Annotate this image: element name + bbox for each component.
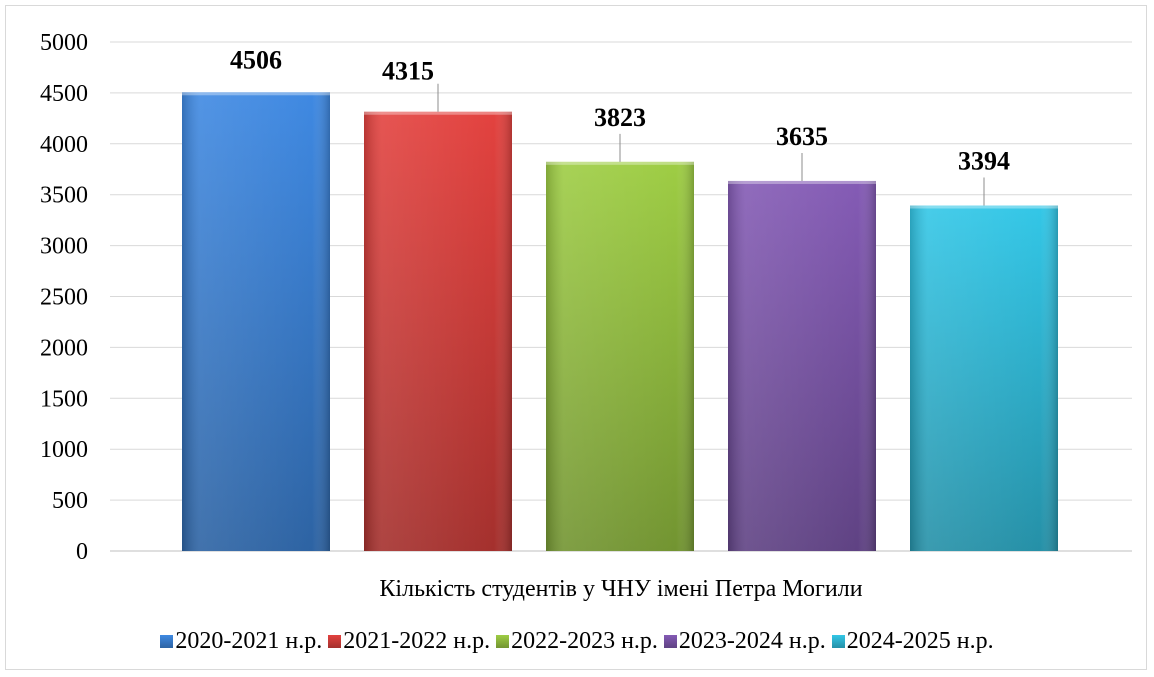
legend-item: 2020-2021 н.р. xyxy=(160,628,322,655)
legend-label: 2023-2024 н.р. xyxy=(678,628,826,654)
y-tick-label: 3500 xyxy=(40,183,88,209)
bar-shading xyxy=(728,180,876,551)
y-tick-label: 2000 xyxy=(40,335,88,361)
legend-swatch xyxy=(328,635,342,648)
bar-shading xyxy=(546,161,694,551)
chart-frame xyxy=(5,5,1147,670)
bar-top-highlight xyxy=(546,161,694,165)
bar-top-highlight xyxy=(364,111,512,115)
legend-item: 2024-2025 н.р. xyxy=(831,628,994,655)
bar-shading xyxy=(182,92,330,552)
y-tick-label: 0 xyxy=(76,539,88,565)
legend: 2020-2021 н.р. 2021-2022 н.р. 2022-2023 н.… xyxy=(0,628,1154,655)
legend-item: 2023-2024 н.р. xyxy=(663,628,826,655)
data-label: 3394 xyxy=(958,146,1010,175)
legend-label: 2022-2023 н.р. xyxy=(511,628,658,654)
bar-top-highlight xyxy=(728,180,876,184)
legend-swatch xyxy=(831,635,845,648)
y-tick-label: 2500 xyxy=(40,285,88,311)
y-tick-label: 5000 xyxy=(40,30,88,56)
bar-top-highlight xyxy=(182,92,330,96)
legend-label: 2021-2022 н.р. xyxy=(343,628,491,654)
x-category-label: Кількість студентів у ЧНУ імені Петра Мо… xyxy=(379,576,862,602)
legend-label: 2024-2025 н.р. xyxy=(846,628,994,654)
legend-item: 2022-2023 н.р. xyxy=(496,628,658,655)
bar-shading xyxy=(910,205,1058,552)
y-tick-label: 500 xyxy=(52,488,88,514)
data-label: 3635 xyxy=(776,122,828,151)
y-tick-label: 4500 xyxy=(40,81,88,107)
legend-swatch xyxy=(496,635,510,648)
y-tick-label: 1500 xyxy=(40,386,88,412)
y-tick-label: 4000 xyxy=(40,132,88,158)
bar-group xyxy=(546,161,694,551)
bar-shading xyxy=(364,111,512,551)
data-label: 3823 xyxy=(594,103,646,132)
y-tick-label: 1000 xyxy=(40,437,88,463)
bar-top-highlight xyxy=(910,205,1058,209)
data-label: 4315 xyxy=(382,57,434,86)
legend-item: 2021-2022 н.р. xyxy=(328,628,490,655)
bar-group xyxy=(728,180,876,551)
bar-group xyxy=(910,205,1058,552)
data-label: 4506 xyxy=(230,45,282,74)
legend-swatch xyxy=(160,635,174,648)
bar-group xyxy=(182,92,330,552)
legend-swatch xyxy=(663,635,677,648)
legend-label: 2020-2021 н.р. xyxy=(175,628,323,654)
bar-group xyxy=(364,111,512,551)
y-tick-label: 3000 xyxy=(40,234,88,260)
